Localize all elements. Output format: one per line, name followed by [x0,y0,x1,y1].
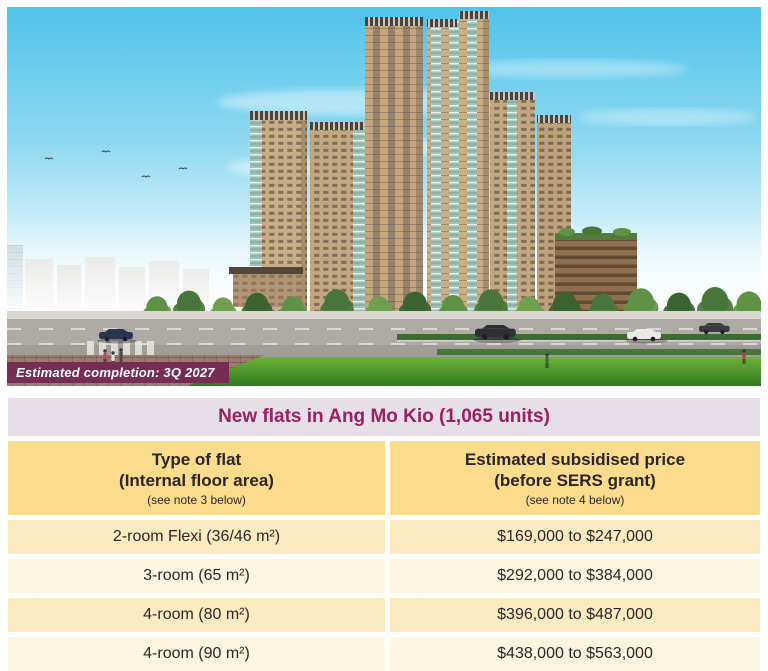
header-subtitle: (before SERS grant) [494,471,656,490]
price-cell: $438,000 to $563,000 [390,637,760,671]
building-cluster [229,11,637,325]
price-cell: $169,000 to $247,000 [390,520,760,554]
header-subtitle: (Internal floor area) [119,471,274,490]
residential-tower [310,122,365,319]
header-title: Estimated subsidised price [464,450,686,469]
table-row: 4-room (80 m²) $396,000 to $487,000 [8,598,760,632]
flat-type-cell: 4-room (80 m²) [8,598,385,632]
completion-banner: Estimated completion: 3Q 2027 [7,362,229,383]
residential-tower-tall [365,17,423,325]
flat-type-cell: 3-room (65 m²) [8,559,385,593]
flat-type-cell: 4-room (90 m²) [8,637,385,671]
header-type-of-flat: Type of flat (Internal floor area) (see … [8,441,385,515]
cars [97,323,730,344]
price-cell: $396,000 to $487,000 [390,598,760,632]
flat-type-cell: 2-room Flexi (36/46 m²) [8,520,385,554]
price-table-card: New flats in Ang Mo Kio (1,065 units) Ty… [8,398,760,671]
header-note: (see note 3 below) [147,493,246,507]
table-row: 3-room (65 m²) $292,000 to $384,000 [8,559,760,593]
price-cell: $292,000 to $384,000 [390,559,760,593]
header-title: Type of flat [151,450,242,469]
table-row: 4-room (90 m²) $438,000 to $563,000 [8,637,760,671]
header-estimated-price: Estimated subsidised price (before SERS … [390,441,760,515]
residential-tower-tallest [427,11,489,325]
development-rendering: Estimated completion: 3Q 2027 [7,7,761,386]
table-header-row: Type of flat (Internal floor area) (see … [8,441,760,515]
header-note: (see note 4 below) [525,493,625,507]
residential-tower [490,92,535,325]
table-row: 2-room Flexi (36/46 m²) $169,000 to $247… [8,520,760,554]
crosswalk [87,341,154,357]
table-title: New flats in Ang Mo Kio (1,065 units) [8,398,760,436]
rendering-scene [7,7,761,386]
